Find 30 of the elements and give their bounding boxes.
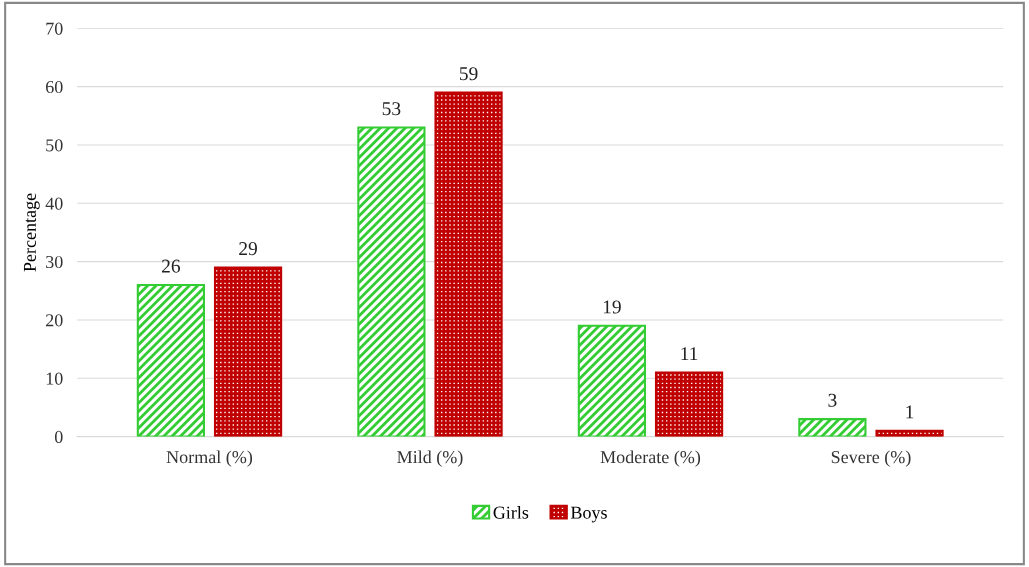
data-label: 53 [382, 102, 401, 116]
bar [577, 324, 646, 437]
data-label: 11 [681, 347, 698, 360]
legend-label: Boys [570, 506, 607, 523]
data-label: 29 [239, 242, 257, 256]
data-label: 1 [906, 405, 914, 419]
bar [654, 371, 724, 437]
bar [136, 283, 205, 437]
y-tick-label: 70 [46, 22, 63, 35]
y-tick-label: 30 [46, 255, 63, 269]
data-label: 3 [828, 393, 837, 407]
x-tick-label: Moderate (%) [600, 450, 701, 467]
y-tick-label: 10 [46, 372, 63, 385]
y-tick-label: 0 [54, 430, 63, 444]
data-label: 19 [603, 300, 621, 314]
y-tick-label: 50 [46, 139, 63, 152]
y-tick-label: 20 [46, 314, 63, 327]
y-tick-label: 40 [45, 197, 63, 210]
x-tick-label: Severe (%) [831, 450, 911, 467]
y-tick-label: 60 [46, 80, 63, 94]
data-label: 26 [162, 259, 181, 273]
x-tick-label: Normal (%) [166, 450, 253, 467]
bar [798, 418, 867, 437]
bar [357, 126, 426, 437]
legend-label: Girls [493, 506, 529, 519]
bar [213, 266, 283, 437]
bar [434, 91, 503, 437]
data-label: 59 [459, 67, 478, 81]
y-axis-title: Percentage [23, 193, 40, 272]
x-tick-label: Mild (%) [397, 450, 463, 467]
